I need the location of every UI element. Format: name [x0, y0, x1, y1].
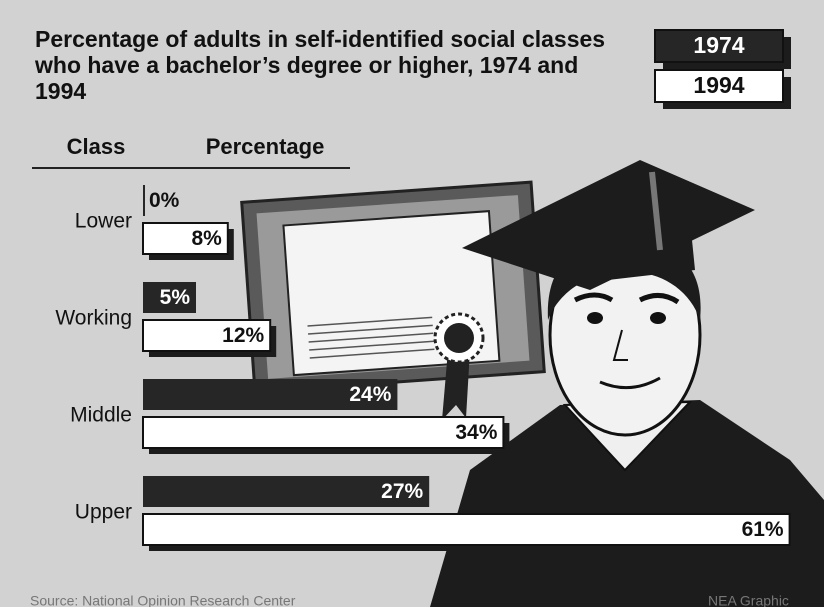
value-label: 5% — [160, 286, 191, 309]
bar — [143, 417, 503, 448]
column-header: Percentage — [206, 134, 325, 159]
column-header: Class — [67, 134, 126, 159]
category-label: Working — [55, 307, 132, 330]
value-label: 12% — [222, 324, 264, 347]
source: Source: National Opinion Research Center — [30, 593, 296, 607]
value-label: 8% — [191, 227, 222, 250]
credit: NEA Graphic — [708, 593, 789, 607]
category-label: Upper — [75, 501, 132, 524]
category-label: Lower — [75, 210, 132, 233]
value-label: 27% — [381, 480, 423, 503]
infographic: Class Percentage Source: National Opinio… — [0, 0, 824, 607]
bar — [143, 185, 145, 216]
legend-label: 1994 — [693, 72, 744, 98]
value-label: 34% — [455, 421, 497, 444]
value-label: 0% — [149, 189, 180, 212]
chart-title: Percentage of adults in self-identified … — [35, 26, 625, 104]
legend-label: 1974 — [693, 32, 744, 58]
bar — [143, 514, 790, 545]
value-label: 61% — [742, 518, 784, 541]
category-label: Middle — [70, 404, 132, 427]
value-label: 24% — [349, 383, 391, 406]
